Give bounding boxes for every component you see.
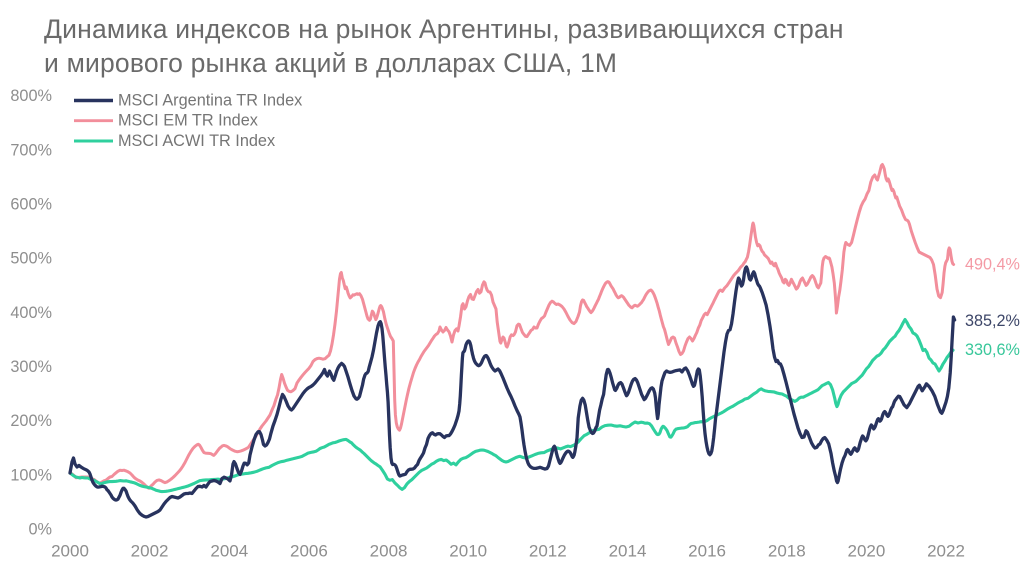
svg-text:2012: 2012: [529, 542, 567, 561]
svg-text:MSCI ACWI TR Index: MSCI ACWI TR Index: [118, 132, 275, 150]
svg-text:2002: 2002: [131, 542, 169, 561]
svg-text:2016: 2016: [688, 542, 726, 561]
svg-text:MSCI EM TR Index: MSCI EM TR Index: [118, 112, 258, 130]
svg-text:400%: 400%: [10, 304, 52, 322]
svg-text:2022: 2022: [927, 542, 965, 561]
svg-text:2014: 2014: [609, 542, 647, 561]
svg-text:2000: 2000: [51, 542, 89, 561]
svg-text:490,4%: 490,4%: [965, 255, 1020, 273]
svg-text:2006: 2006: [290, 542, 328, 561]
svg-text:500%: 500%: [10, 250, 52, 268]
svg-text:330,6%: 330,6%: [965, 341, 1020, 359]
svg-text:2018: 2018: [768, 542, 806, 561]
svg-text:MSCI Argentina TR Index: MSCI Argentina TR Index: [118, 92, 302, 110]
svg-text:300%: 300%: [10, 358, 52, 376]
svg-text:0%: 0%: [28, 521, 52, 539]
svg-text:2004: 2004: [210, 542, 248, 561]
svg-text:385,2%: 385,2%: [965, 312, 1020, 330]
svg-text:600%: 600%: [10, 196, 52, 214]
svg-text:2010: 2010: [449, 542, 487, 561]
svg-text:700%: 700%: [10, 141, 52, 159]
svg-text:2020: 2020: [847, 542, 885, 561]
svg-text:800%: 800%: [10, 87, 52, 105]
svg-text:100%: 100%: [10, 466, 52, 484]
svg-text:200%: 200%: [10, 412, 52, 430]
svg-text:2008: 2008: [370, 542, 408, 561]
